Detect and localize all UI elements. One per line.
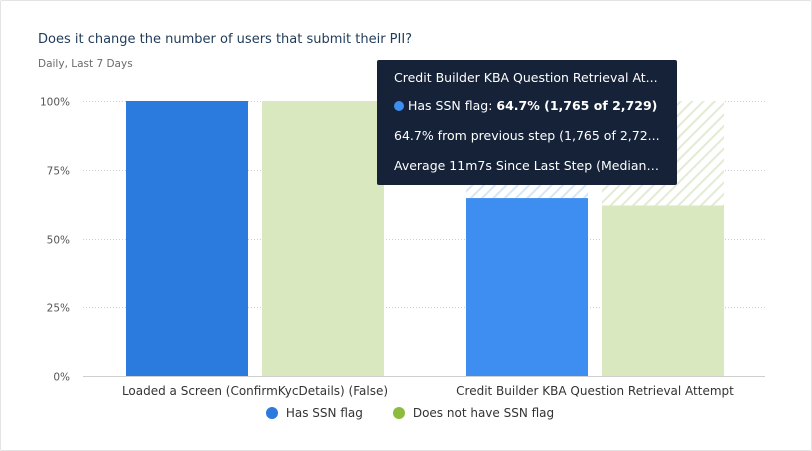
- legend-label: Does not have SSN flag: [412, 406, 555, 420]
- y-tick-label: 50%: [47, 235, 70, 247]
- legend-item-no-ssn[interactable]: Does not have SSN flag: [392, 403, 555, 423]
- x-category-label: Credit Builder KBA Question Retrieval At…: [456, 384, 734, 398]
- y-tick-label: 25%: [47, 303, 70, 315]
- tooltip-series-value: 64.7% (1,765 of 2,729): [496, 98, 658, 113]
- tooltip-series-line: Has SSN flag: 64.7% (1,765 of 2,729): [394, 96, 661, 126]
- y-tick-label: 0%: [53, 372, 70, 384]
- tooltip-average-time: Average 11m7s Since Last Step (Median ..…: [394, 158, 661, 173]
- tooltip-title: Credit Builder KBA Question Retrieval At…: [394, 70, 658, 85]
- legend-dot-icon: [392, 407, 405, 419]
- tooltip-previous-step: 64.7% from previous step (1,765 of 2,72.…: [394, 128, 660, 143]
- chart-subtitle: Daily, Last 7 Days: [38, 58, 133, 70]
- legend-label: Has SSN flag: [285, 406, 363, 420]
- tooltip-series-label: Has SSN flag:: [408, 98, 497, 113]
- bar-has-ssn-0[interactable]: [126, 101, 248, 376]
- legend-item-has-ssn[interactable]: Has SSN flag: [265, 403, 363, 423]
- x-category-label: Loaded a Screen (ConfirmKycDetails) (Fal…: [122, 384, 388, 398]
- legend-dot-icon: [265, 407, 278, 419]
- y-tick-label: 75%: [47, 166, 70, 178]
- y-tick-label: 100%: [40, 97, 70, 109]
- bar-has-ssn-1[interactable]: [466, 198, 588, 376]
- bar-no-ssn-1[interactable]: [602, 205, 724, 377]
- chart-legend: Has SSN flag Does not have SSN flag: [0, 403, 812, 423]
- tooltip-dot-icon: [394, 101, 404, 111]
- bar-no-ssn-0[interactable]: [262, 101, 384, 376]
- chart-tooltip: Credit Builder KBA Question Retrieval At…: [377, 60, 677, 185]
- chart-title: Does it change the number of users that …: [38, 32, 413, 47]
